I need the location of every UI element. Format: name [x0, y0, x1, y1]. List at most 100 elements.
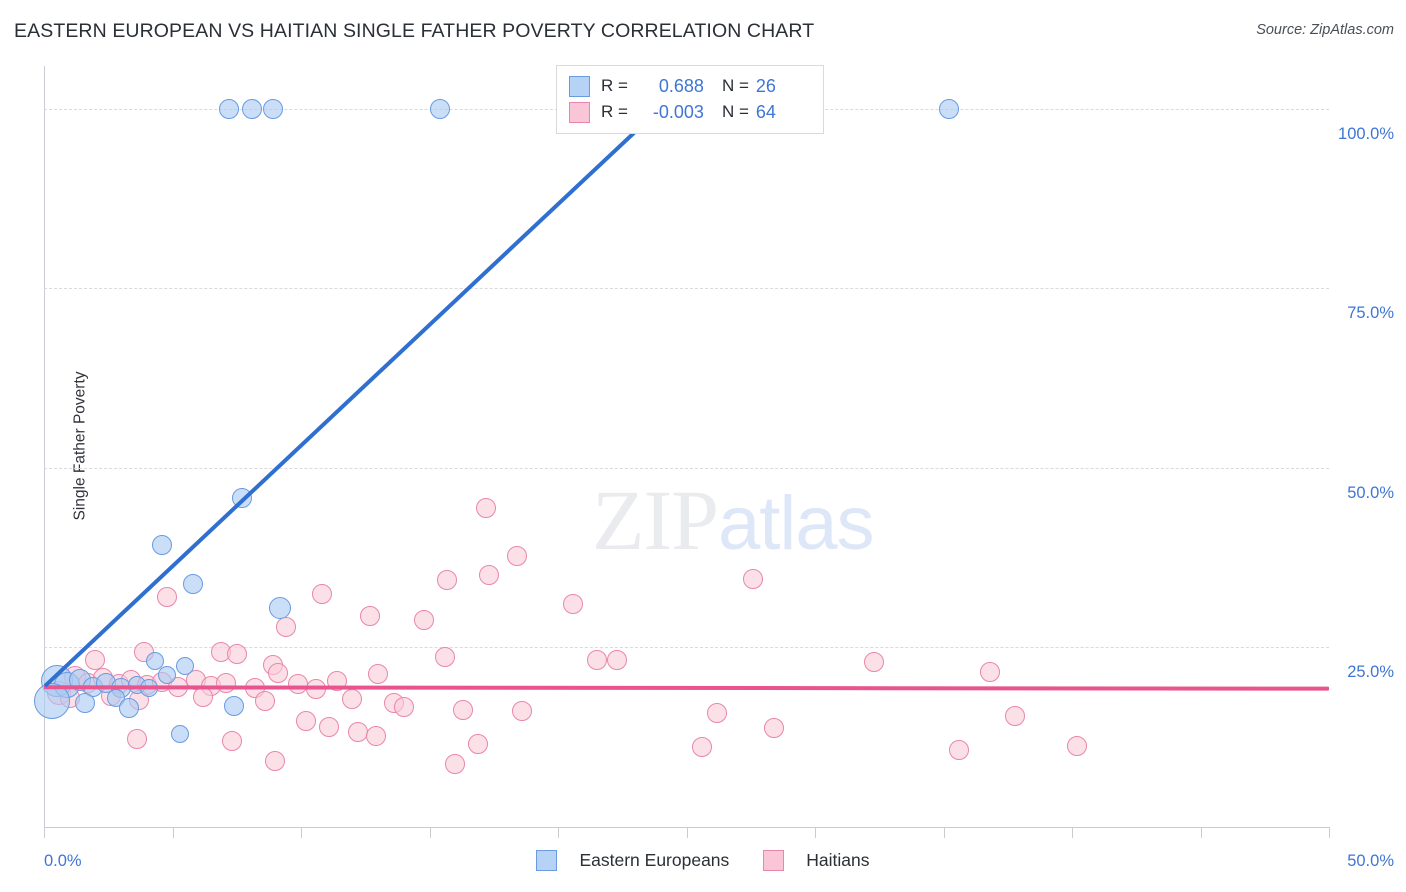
data-point[interactable]: [1067, 735, 1088, 756]
data-point[interactable]: [948, 740, 969, 760]
data-point[interactable]: [296, 711, 317, 732]
data-point[interactable]: [311, 584, 332, 605]
watermark: ZIPatlas: [592, 470, 942, 570]
n-value-haitians: 64: [755, 101, 776, 122]
y-axis-tick-label: 50.0%: [1347, 483, 1394, 502]
data-point[interactable]: [157, 586, 178, 607]
data-point[interactable]: [414, 610, 435, 631]
gridline: [44, 467, 1329, 469]
data-point[interactable]: [171, 725, 190, 744]
r-value-eastern-europeans: 0.688: [658, 75, 704, 96]
gridline: [44, 646, 1329, 648]
data-point[interactable]: [269, 597, 292, 620]
data-point[interactable]: [452, 699, 473, 720]
legend-swatch-eastern-europeans-icon: [536, 850, 558, 871]
data-point[interactable]: [85, 649, 106, 670]
data-point[interactable]: [275, 617, 296, 638]
data-point[interactable]: [563, 593, 584, 614]
x-axis-tick: [1200, 827, 1202, 838]
data-point[interactable]: [145, 652, 164, 671]
data-point[interactable]: [445, 754, 466, 775]
data-point[interactable]: [347, 722, 368, 743]
y-axis-line: [44, 66, 45, 828]
data-point[interactable]: [75, 692, 96, 713]
x-axis-tick: [686, 827, 688, 838]
data-point[interactable]: [118, 698, 139, 719]
data-point[interactable]: [478, 565, 499, 586]
chart-legend: Eastern Europeans Haitians: [0, 850, 1406, 871]
n-label-eastern-europeans: N =: [721, 76, 749, 95]
data-point[interactable]: [219, 99, 240, 120]
data-point[interactable]: [342, 689, 363, 710]
data-point[interactable]: [360, 605, 381, 626]
data-point[interactable]: [224, 695, 245, 716]
data-point[interactable]: [691, 737, 712, 758]
data-point[interactable]: [365, 725, 386, 746]
r-value-haitians: -0.003: [652, 101, 704, 122]
stats-row-eastern-europeans: R = 0.688 N = 26: [569, 73, 813, 99]
data-point[interactable]: [506, 546, 527, 567]
y-axis-tick-label: 75.0%: [1347, 304, 1394, 323]
data-point[interactable]: [183, 573, 204, 594]
data-point[interactable]: [319, 717, 340, 738]
data-point[interactable]: [743, 568, 764, 589]
data-point[interactable]: [434, 646, 455, 667]
x-axis-tick: [429, 827, 431, 838]
r-label-eastern-europeans: R =: [601, 76, 628, 95]
x-axis-tick: [1072, 827, 1073, 838]
legend-item-eastern-europeans[interactable]: Eastern Europeans: [536, 850, 729, 871]
data-point[interactable]: [476, 497, 497, 518]
x-axis-tick: [301, 827, 302, 838]
data-point[interactable]: [864, 651, 885, 672]
data-point[interactable]: [707, 702, 728, 723]
source-attribution: Source: ZipAtlas.com: [1256, 22, 1394, 38]
plot-area: ZIPatlas: [33, 66, 1330, 826]
data-point[interactable]: [176, 657, 195, 676]
data-point[interactable]: [468, 734, 489, 755]
legend-item-haitians[interactable]: Haitians: [763, 850, 870, 871]
correlation-stats-box: R = 0.688 N = 26 R = -0.003 N = 64: [556, 65, 824, 134]
eastern-europeans-trendline: [43, 75, 696, 688]
legend-label-eastern-europeans: Eastern Europeans: [579, 850, 730, 870]
data-point[interactable]: [242, 99, 263, 120]
data-point[interactable]: [512, 701, 533, 722]
data-point[interactable]: [158, 666, 177, 685]
x-axis-tick: [44, 827, 45, 838]
data-point[interactable]: [1005, 705, 1026, 726]
data-point[interactable]: [979, 661, 1000, 682]
data-point[interactable]: [152, 534, 173, 555]
data-point[interactable]: [586, 649, 607, 670]
data-point[interactable]: [938, 99, 959, 120]
y-axis-tick-label: 100.0%: [1338, 125, 1394, 144]
data-point[interactable]: [265, 751, 286, 772]
data-point[interactable]: [262, 99, 283, 120]
data-point[interactable]: [763, 718, 784, 739]
x-axis-tick: [172, 827, 174, 838]
data-point[interactable]: [429, 99, 450, 120]
data-point[interactable]: [393, 696, 414, 717]
n-value-eastern-europeans: 26: [755, 75, 776, 96]
swatch-eastern-europeans-icon: [569, 75, 590, 97]
data-point[interactable]: [216, 672, 237, 693]
x-axis-min-label: 0.0%: [44, 852, 82, 870]
x-axis-tick: [943, 827, 945, 838]
data-point[interactable]: [126, 728, 147, 749]
data-point[interactable]: [368, 664, 389, 684]
watermark-atlas: atlas: [718, 481, 875, 566]
data-point[interactable]: [193, 686, 214, 707]
legend-swatch-haitians-icon: [763, 850, 785, 871]
legend-label-haitians: Haitians: [806, 850, 870, 870]
data-point[interactable]: [226, 643, 247, 664]
n-label-haitians: N =: [721, 102, 749, 121]
stats-row-haitians: R = -0.003 N = 64: [569, 99, 813, 125]
x-axis-tick: [1329, 827, 1330, 838]
data-point[interactable]: [607, 649, 628, 670]
r-label-haitians: R =: [601, 102, 628, 121]
watermark-zip: ZIP: [592, 472, 719, 568]
page-title: EASTERN EUROPEAN VS HAITIAN SINGLE FATHE…: [14, 20, 815, 42]
data-point[interactable]: [255, 691, 276, 712]
data-point[interactable]: [221, 731, 242, 752]
data-point[interactable]: [437, 570, 458, 591]
data-point[interactable]: [267, 663, 288, 684]
